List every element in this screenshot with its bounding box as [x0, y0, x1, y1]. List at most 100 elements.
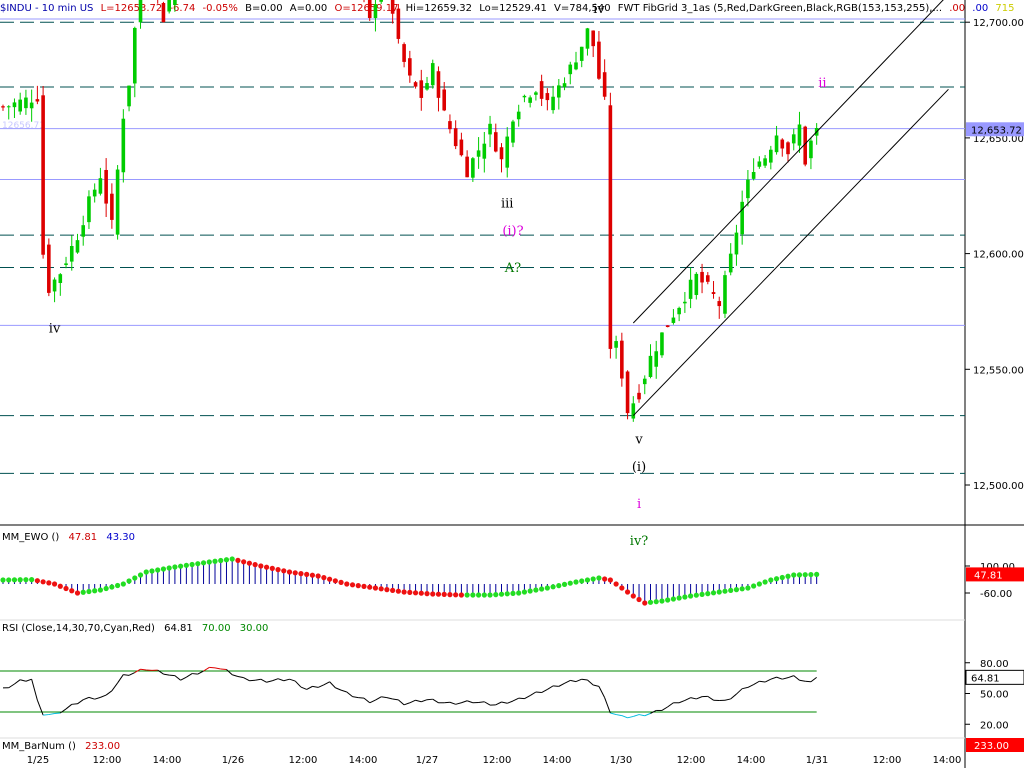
candle-up: [648, 355, 653, 378]
ewo-dot: [132, 575, 138, 581]
rsi-line-segment: [627, 715, 634, 719]
time-tick-label: 12:00: [93, 755, 122, 766]
ewo-dot: [624, 589, 631, 595]
time-tick-label: 14:00: [349, 755, 378, 766]
ewo-tick-label: -60.00: [980, 589, 1012, 600]
rsi-line-segment: [764, 678, 772, 683]
candle-up: [763, 158, 767, 166]
ask-value: A=0.00: [289, 3, 328, 14]
rsi-line-segment: [140, 668, 147, 671]
candle-down: [448, 121, 452, 130]
rsi-line-segment: [512, 697, 519, 702]
ewo-dot: [17, 577, 23, 583]
rsi-line-segment: [696, 696, 703, 700]
rsi-tick-label: 50.00: [980, 690, 1009, 701]
candle-up: [809, 140, 813, 159]
candle-down: [803, 126, 807, 165]
last-price: L=12653.72: [100, 3, 163, 14]
time-tick-label: 12:00: [677, 755, 706, 766]
ewo-dot: [607, 577, 613, 583]
candle-up: [522, 95, 527, 98]
rsi-line-segment: [524, 695, 531, 700]
price-change: -6.74: [169, 3, 196, 14]
ewo-dot: [762, 579, 768, 585]
rsi-line-segment: [260, 678, 267, 683]
ewo-dot: [63, 585, 69, 592]
ewo-dot: [23, 577, 29, 583]
rsi-line-segment: [134, 668, 141, 673]
ewo-dot: [435, 591, 442, 597]
ewo-dot: [286, 569, 293, 575]
rsi-line-segment: [449, 701, 456, 705]
rsi-line-segment: [581, 678, 588, 681]
candle-up: [173, 0, 177, 6]
candle-up: [511, 121, 515, 143]
candle-up: [81, 225, 86, 237]
candle-up: [138, 0, 143, 23]
rsi-line-segment: [54, 712, 61, 715]
ewo-dot: [355, 583, 361, 589]
ewo-dot: [137, 572, 144, 578]
candle-down: [545, 93, 550, 101]
rsi-line-segment: [186, 673, 193, 678]
rsi-tick-label: 80.00: [980, 659, 1009, 670]
rsi-line-segment: [535, 691, 542, 694]
rsi-line-segment: [375, 696, 382, 701]
price-change-pct: -0.05%: [202, 3, 238, 14]
candle-down: [402, 44, 406, 62]
candle-down: [499, 147, 504, 160]
rsi-line-segment: [553, 685, 559, 687]
ewo-title: MM_EWO (): [2, 532, 60, 543]
ewo-dot: [143, 569, 149, 575]
ewo-dot: [206, 559, 212, 565]
candle-up: [631, 403, 636, 419]
candle-up: [121, 118, 126, 173]
rsi-line-segment: [8, 683, 15, 689]
rsi-line-segment: [386, 697, 393, 700]
rsi-line-segment: [403, 702, 410, 706]
candle-up: [24, 97, 28, 109]
candle-up: [585, 28, 590, 49]
candle-up: [723, 275, 727, 314]
candle-down: [1, 106, 5, 108]
rsi-line-segment: [83, 696, 90, 701]
ewo-dot: [688, 593, 694, 599]
candle-up: [757, 161, 762, 167]
ewo-dot: [34, 578, 40, 584]
rsi-line-segment: [730, 693, 737, 700]
ewo-dot: [739, 586, 745, 592]
time-tick-label: 1/30: [610, 755, 632, 766]
last-price-tag-label: 12,653.72: [971, 125, 1022, 136]
candle-down: [413, 82, 418, 87]
symbol-label: $INDU - 10 min US: [0, 3, 94, 14]
wave-label: iv: [49, 321, 61, 336]
time-tick-label: 14:00: [543, 755, 572, 766]
rsi-line-segment: [392, 698, 399, 701]
candle-up: [774, 135, 779, 153]
rsi-line-segment: [94, 696, 101, 700]
ewo-dot: [235, 557, 241, 564]
ewo-dot: [0, 577, 6, 583]
ewo-dot: [584, 577, 591, 583]
candle-down: [453, 128, 458, 147]
rsi-line-segment: [14, 679, 21, 685]
ewo-dot: [653, 599, 659, 605]
wave-label: (i)?: [502, 224, 523, 239]
candle-down: [786, 142, 790, 155]
candle-up: [132, 27, 137, 84]
rsi-line-segment: [65, 703, 73, 710]
rsi-line-segment: [541, 689, 548, 693]
ewo-dot: [453, 592, 459, 598]
rsi-line-segment: [461, 700, 468, 704]
rsi-line-segment: [650, 710, 657, 714]
candle-down: [711, 292, 716, 294]
rsi-line-segment: [495, 701, 502, 706]
candle-down: [700, 271, 704, 283]
candle-down: [780, 139, 785, 149]
ewo-dot: [561, 581, 568, 588]
ewo-dot: [533, 587, 539, 593]
ewo-dot: [619, 585, 625, 591]
ewo-dot: [298, 571, 304, 577]
